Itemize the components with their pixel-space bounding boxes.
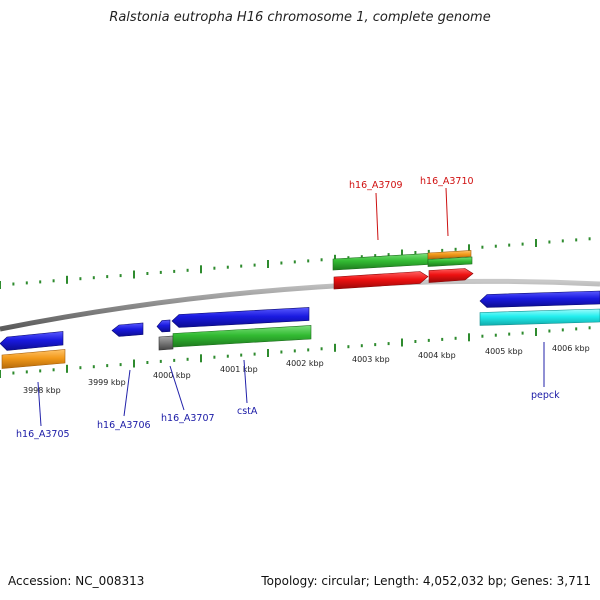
outer-tick-track [0, 237, 591, 289]
kbp-tick-label: 4003 kbp [352, 355, 390, 364]
inner-tick-track [0, 326, 591, 378]
gene-feature-blue-cstA[interactable] [171, 307, 310, 328]
gene-feature-cyan[interactable] [479, 308, 600, 326]
kbp-tick-label: 3998 kbp [23, 386, 61, 395]
gene-label-pepck[interactable]: pepck [531, 390, 560, 401]
gene-feature-blue-h16-A3707[interactable] [156, 319, 171, 333]
gene-feature-green-cstA[interactable] [172, 325, 312, 348]
gene-feature-red-h16-A3710[interactable] [428, 268, 474, 283]
kbp-tick-label: 4004 kbp [418, 351, 456, 360]
leader-line-cstA [243, 359, 248, 404]
gene-label-h16-A3710[interactable]: h16_A3710 [420, 176, 474, 187]
gene-label-h16-A3707[interactable]: h16_A3707 [161, 413, 215, 424]
gene-feature-blue-pepck[interactable] [479, 290, 600, 308]
chromosome-backbone [0, 278, 600, 332]
gene-label-cstA[interactable]: cstA [237, 406, 258, 417]
gene-feature-blue-h16-A3706[interactable] [111, 322, 144, 337]
gene-feature-red-h16-A3709[interactable] [333, 271, 429, 290]
kbp-tick-label: 4005 kbp [485, 347, 523, 356]
kbp-tick-label: 4002 kbp [286, 359, 324, 368]
gene-feature-gray[interactable] [158, 335, 174, 351]
map-title: Ralstonia eutropha H16 chromosome 1, com… [109, 10, 491, 25]
kbp-tick-label: 4000 kbp [153, 371, 191, 380]
leader-line-h16-A3706 [123, 369, 131, 417]
leader-line-h16-A3705 [37, 381, 42, 427]
accession-text: Accession: NC_008313 [8, 574, 145, 588]
kbp-tick-label: 4001 kbp [220, 365, 258, 374]
kbp-tick-label: 4006 kbp [552, 344, 590, 353]
red-leader-lines [375, 187, 449, 241]
leader-line-h16-A3710 [445, 187, 449, 237]
genome-summary-text: Topology: circular; Length: 4,052,032 bp… [261, 574, 591, 588]
gene-feature-blue-h16-A3705[interactable] [0, 331, 64, 351]
gene-label-h16-A3705[interactable]: h16_A3705 [16, 429, 70, 440]
gene-leader-lines [37, 342, 545, 427]
gene-label-h16-A3709[interactable]: h16_A3709 [349, 180, 403, 191]
gene-feature-orange-upper[interactable] [427, 250, 472, 260]
kbp-tick-label: 3999 kbp [88, 378, 126, 387]
leader-line-h16-A3709 [375, 192, 379, 241]
leader-line-h16-A3707 [169, 365, 185, 411]
gene-label-h16-A3706[interactable]: h16_A3706 [97, 420, 151, 431]
gene-feature-orange-h16-A3705[interactable] [1, 349, 66, 369]
gene-feature-green-upper[interactable] [332, 253, 429, 271]
gene-feature-green-upper-right[interactable] [427, 256, 473, 267]
